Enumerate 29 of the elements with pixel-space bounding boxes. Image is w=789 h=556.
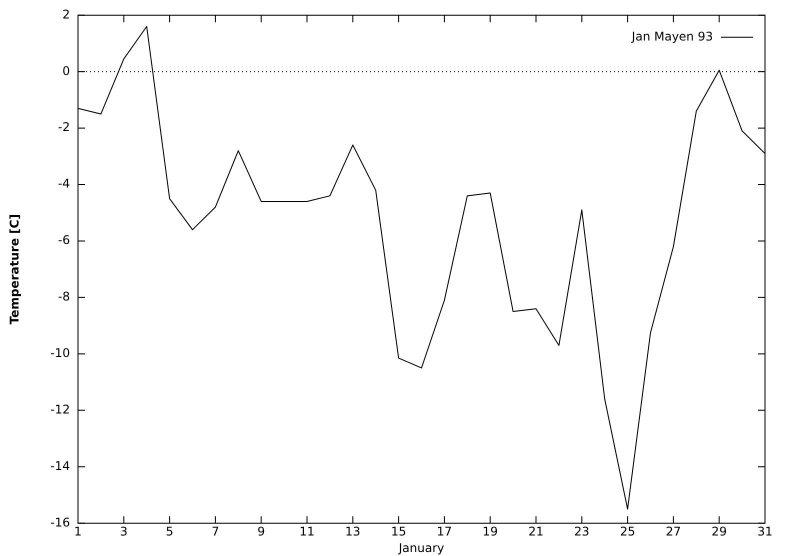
y-tick-label: -14 <box>50 458 70 473</box>
x-tick-label: 29 <box>712 524 727 539</box>
y-tick-label: -4 <box>58 176 70 191</box>
y-tick-label: -10 <box>50 346 70 360</box>
y-axis-title: Temperature [C] <box>7 214 22 324</box>
x-tick-label: 9 <box>257 524 266 539</box>
x-tick-label: 23 <box>574 524 590 539</box>
y-tick-label: -12 <box>50 402 70 416</box>
x-tick-label: 5 <box>166 524 174 539</box>
x-tick-label: 31 <box>757 524 773 539</box>
legend-label: Jan Mayen 93 <box>630 29 713 44</box>
x-axis-title: January <box>398 540 444 555</box>
y-tick-label: -16 <box>50 515 70 530</box>
y-tick-label: 2 <box>62 7 70 22</box>
x-tick-label: 17 <box>436 524 452 539</box>
y-tick-label: -8 <box>58 290 70 304</box>
x-tick-label: 11 <box>299 524 315 539</box>
x-tick-label: 1 <box>74 524 82 539</box>
x-tick-label: 7 <box>212 524 220 539</box>
y-tick-label: -6 <box>58 233 70 248</box>
x-tick-label: 21 <box>528 524 544 539</box>
y-tick-label: -2 <box>58 120 70 134</box>
x-tick-label: 3 <box>120 524 128 539</box>
x-tick-label: 13 <box>345 524 360 539</box>
x-tick-label: 27 <box>666 524 682 539</box>
x-tick-label: 19 <box>482 524 498 539</box>
x-tick-label: 25 <box>620 524 636 539</box>
x-tick-label: 15 <box>390 524 406 539</box>
y-tick-label: 0 <box>62 64 70 78</box>
